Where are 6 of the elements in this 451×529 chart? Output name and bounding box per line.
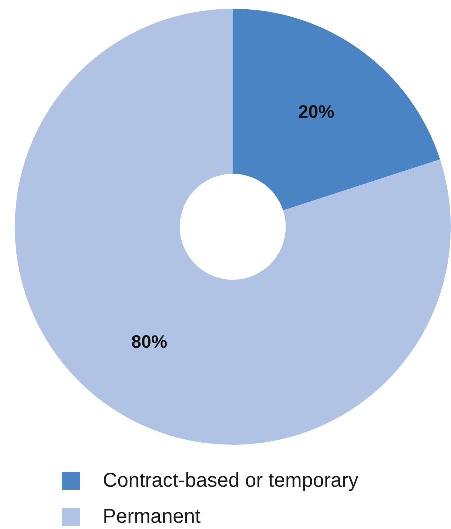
legend-label: Contract-based or temporary [103, 470, 359, 492]
legend-label: Permanent [103, 506, 202, 528]
donut-slice [233, 9, 440, 211]
donut-slice [15, 9, 451, 445]
data-label: 20% [298, 102, 334, 122]
data-label: 80% [132, 332, 168, 352]
